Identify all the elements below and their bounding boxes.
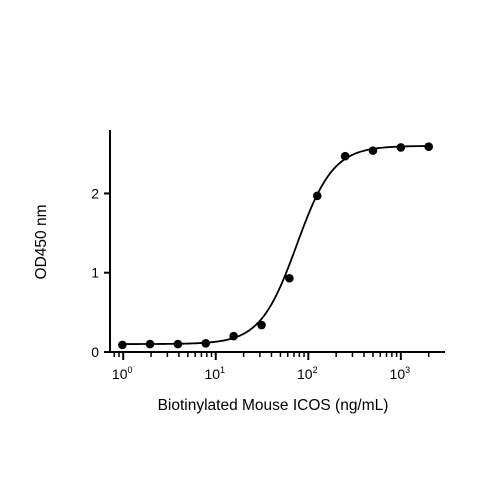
x-tick-exponent: 3 — [405, 365, 410, 375]
x-ticks: 100 101 102 103 — [112, 352, 430, 382]
x-tick-label: 102 — [297, 365, 318, 382]
fit-curve — [122, 145, 429, 345]
y-ticks: 0 1 2 — [91, 185, 110, 360]
axes — [109, 130, 445, 353]
x-tick-base: 10 — [390, 366, 406, 382]
x-axis-title: Biotinylated Mouse ICOS (ng/mL) — [158, 397, 389, 414]
x-tick-exponent: 2 — [313, 365, 318, 375]
x-tick-label: 100 — [112, 365, 133, 382]
data-point — [173, 339, 183, 349]
x-tick-label: 103 — [390, 365, 411, 382]
fit-layer — [122, 145, 429, 345]
x-tick-base: 10 — [297, 366, 313, 382]
x-tick-exponent: 0 — [127, 365, 132, 375]
data-point — [312, 191, 322, 201]
data-point — [257, 320, 266, 330]
x-tick-base: 10 — [204, 366, 220, 382]
y-axis-title: OD450 nm — [33, 205, 50, 280]
x-tick-label: 101 — [204, 365, 225, 382]
data-point — [285, 273, 294, 283]
x-tick-base: 10 — [112, 366, 128, 382]
data-point — [340, 151, 350, 161]
y-tick-label: 1 — [91, 265, 99, 281]
data-point — [368, 146, 378, 155]
y-tick-label: 2 — [91, 185, 99, 201]
y-tick-label: 0 — [91, 344, 99, 360]
data-point — [145, 339, 155, 349]
data-point — [201, 338, 211, 348]
x-tick-exponent: 1 — [220, 365, 225, 375]
data-point — [229, 331, 238, 341]
data-points — [118, 142, 434, 350]
data-point — [396, 143, 406, 152]
data-point — [118, 340, 127, 350]
data-point — [424, 142, 434, 151]
